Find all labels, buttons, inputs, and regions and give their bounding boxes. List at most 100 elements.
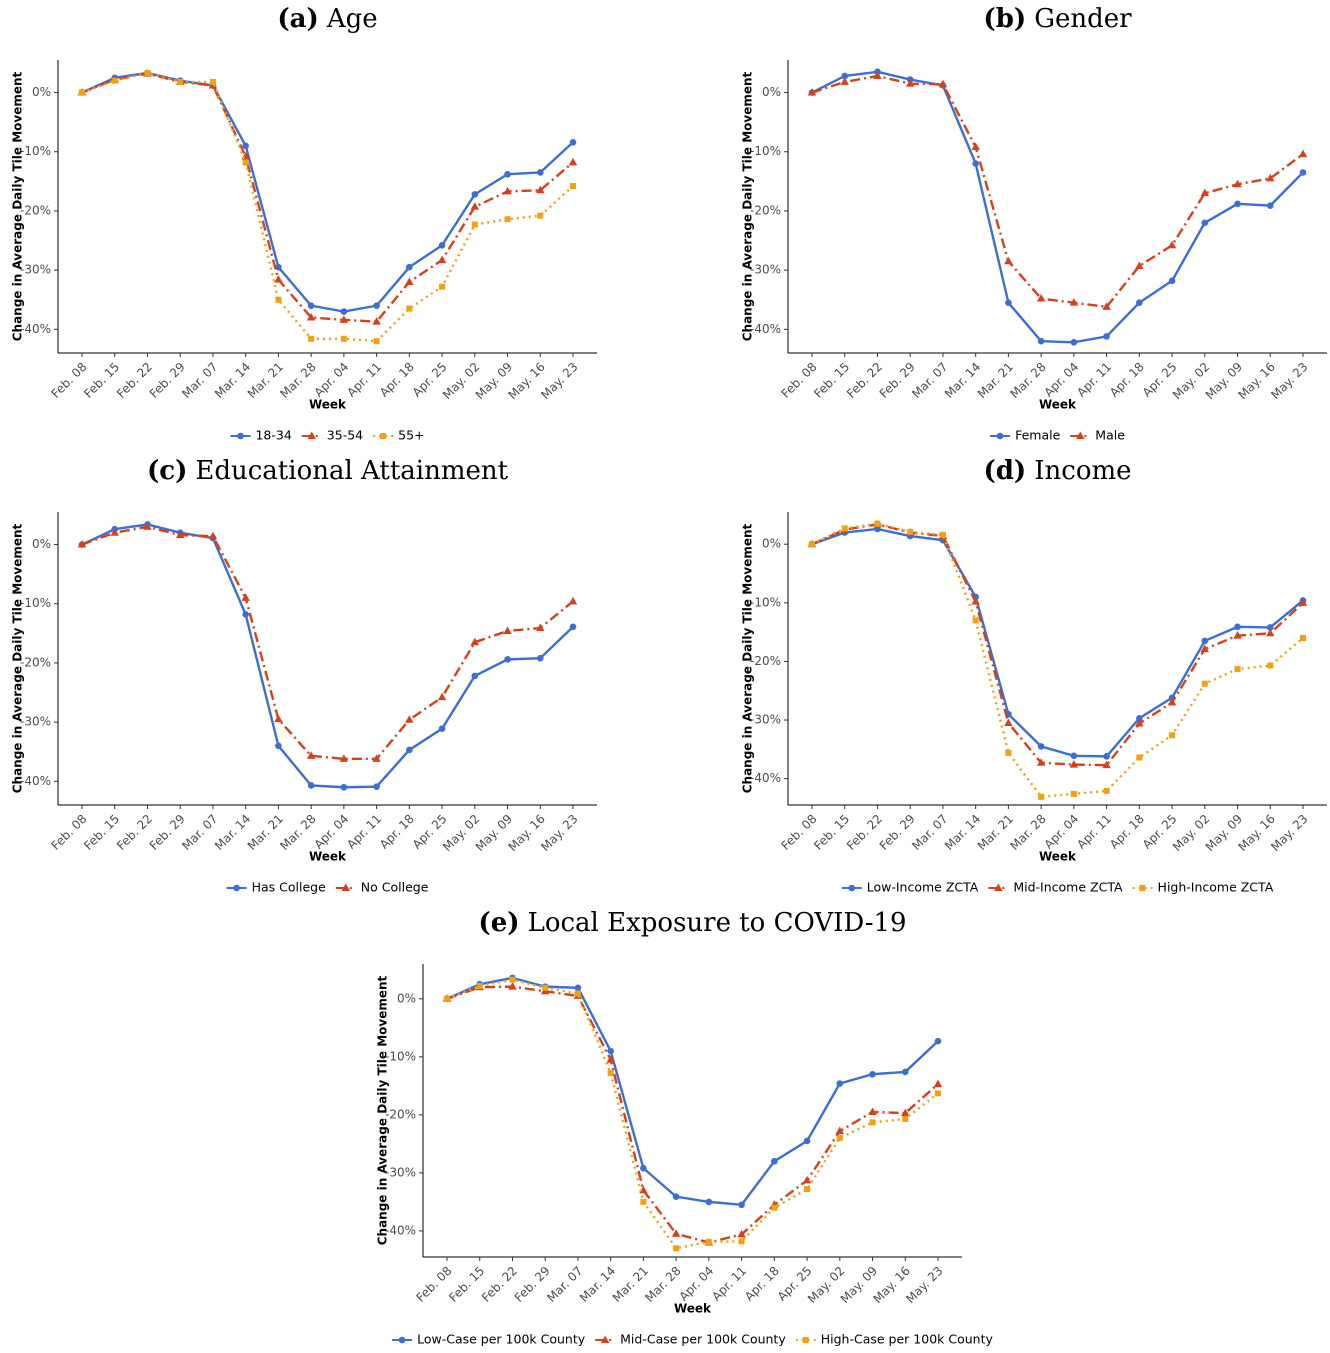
point bbox=[569, 623, 577, 631]
y-tick-label: -30% bbox=[750, 263, 781, 277]
x-tick-label: Feb. 22 bbox=[844, 812, 885, 853]
point bbox=[874, 520, 881, 527]
point bbox=[339, 754, 349, 762]
point bbox=[874, 525, 881, 533]
point bbox=[906, 79, 915, 87]
x-tick-label: May. 23 bbox=[538, 360, 580, 402]
y-tick-label: -20% bbox=[750, 203, 781, 217]
point bbox=[738, 1238, 745, 1245]
series-line bbox=[811, 70, 1304, 344]
panel: (e) Local Exposure to COVID-19 -40% -30% -20… bbox=[376, 908, 994, 1347]
point bbox=[901, 1068, 909, 1076]
point bbox=[902, 1115, 909, 1122]
point bbox=[208, 531, 218, 540]
point bbox=[275, 742, 282, 750]
point bbox=[373, 302, 380, 309]
point bbox=[1136, 754, 1143, 761]
point bbox=[1234, 200, 1241, 208]
point bbox=[1266, 628, 1275, 637]
x-tick-label: Mar. 28 bbox=[277, 360, 318, 401]
point bbox=[1037, 337, 1045, 345]
point bbox=[503, 186, 512, 195]
x-tick-label: Feb. 22 bbox=[114, 812, 155, 853]
y-tick-label: -10% bbox=[385, 1049, 416, 1063]
series-line bbox=[81, 523, 574, 789]
x-tick-label: Apr. 18 bbox=[377, 812, 417, 852]
series-line bbox=[446, 978, 939, 1250]
panel-title: (d) Income bbox=[983, 456, 1131, 486]
point bbox=[640, 1164, 647, 1172]
x-tick-label: Feb. 22 bbox=[844, 360, 885, 401]
point bbox=[241, 593, 250, 601]
y-axis-title: Change in Average Daily Tile Movement bbox=[11, 523, 25, 793]
x-tick-label: Apr. 04 bbox=[676, 1264, 716, 1304]
legend-label: Mid-Case per 100k County bbox=[620, 1332, 786, 1347]
x-tick-label: Feb. 15 bbox=[811, 812, 852, 853]
point bbox=[868, 1107, 877, 1115]
legend-label: 35-54 bbox=[327, 428, 363, 443]
legend-label: Low-Income ZCTA bbox=[867, 880, 979, 895]
x-axis-title: Week bbox=[1039, 850, 1077, 864]
legend-label: Male bbox=[1095, 428, 1125, 443]
legend: Low-Case per 100k County Mid-Case per 100… bbox=[392, 1332, 993, 1347]
y-tick-label: -20% bbox=[750, 654, 781, 668]
x-tick-label: Apr. 18 bbox=[1107, 812, 1147, 852]
x-tick-label: Mar. 28 bbox=[277, 812, 318, 853]
point bbox=[111, 77, 118, 84]
y-axis-title: Change in Average Daily Tile Movement bbox=[741, 71, 755, 341]
x-tick-label: Feb. 08 bbox=[48, 360, 89, 401]
panel-label: (c) bbox=[147, 456, 187, 486]
series-line bbox=[81, 72, 574, 323]
series-line bbox=[811, 74, 1304, 309]
point bbox=[405, 715, 414, 723]
point bbox=[971, 142, 980, 151]
point bbox=[1136, 299, 1143, 306]
x-tick-label: Apr. 11 bbox=[709, 1264, 749, 1304]
x-tick-label: Mar. 28 bbox=[642, 1264, 683, 1305]
x-tick-label: Feb. 22 bbox=[114, 360, 155, 401]
series-line bbox=[446, 976, 939, 1207]
x-tick-label: May. 23 bbox=[1268, 360, 1310, 402]
point bbox=[406, 305, 413, 312]
panel-label: (d) bbox=[983, 456, 1026, 486]
point bbox=[807, 88, 817, 96]
point bbox=[1266, 173, 1275, 182]
point bbox=[640, 1198, 647, 1205]
y-tick-label: -40% bbox=[385, 1223, 416, 1237]
point bbox=[308, 335, 315, 342]
point bbox=[307, 302, 315, 309]
point bbox=[77, 540, 87, 548]
panel-title: (e) Local Exposure to COVID-19 bbox=[478, 908, 906, 938]
x-tick-label: Apr. 04 bbox=[1041, 812, 1081, 852]
y-tick-label: -30% bbox=[20, 263, 51, 277]
x-tick-label: Feb. 22 bbox=[479, 1264, 520, 1305]
point bbox=[1201, 680, 1208, 687]
point bbox=[1234, 623, 1241, 631]
panel: (c) Educational Attainment -40% -30% -20% -10… bbox=[11, 456, 597, 895]
point bbox=[1266, 202, 1274, 209]
point bbox=[542, 984, 549, 991]
legend: Low-Income ZCTA Mid-Income ZCTA High-Incom… bbox=[841, 880, 1274, 895]
point bbox=[372, 754, 381, 762]
point bbox=[233, 884, 240, 892]
point bbox=[809, 541, 815, 548]
point bbox=[1298, 598, 1308, 606]
point bbox=[1005, 299, 1012, 306]
point bbox=[504, 656, 511, 663]
y-axis-title: Change in Average Daily Tile Movement bbox=[11, 71, 25, 341]
point bbox=[848, 884, 856, 892]
point bbox=[935, 1090, 941, 1097]
point bbox=[504, 170, 511, 178]
point bbox=[405, 277, 414, 285]
point bbox=[1298, 149, 1308, 158]
point bbox=[237, 432, 244, 440]
point bbox=[994, 883, 1003, 891]
point bbox=[996, 432, 1004, 440]
series-line bbox=[446, 985, 939, 1244]
point bbox=[536, 169, 544, 176]
x-tick-label: Feb. 15 bbox=[446, 1264, 487, 1305]
point bbox=[1102, 302, 1111, 310]
